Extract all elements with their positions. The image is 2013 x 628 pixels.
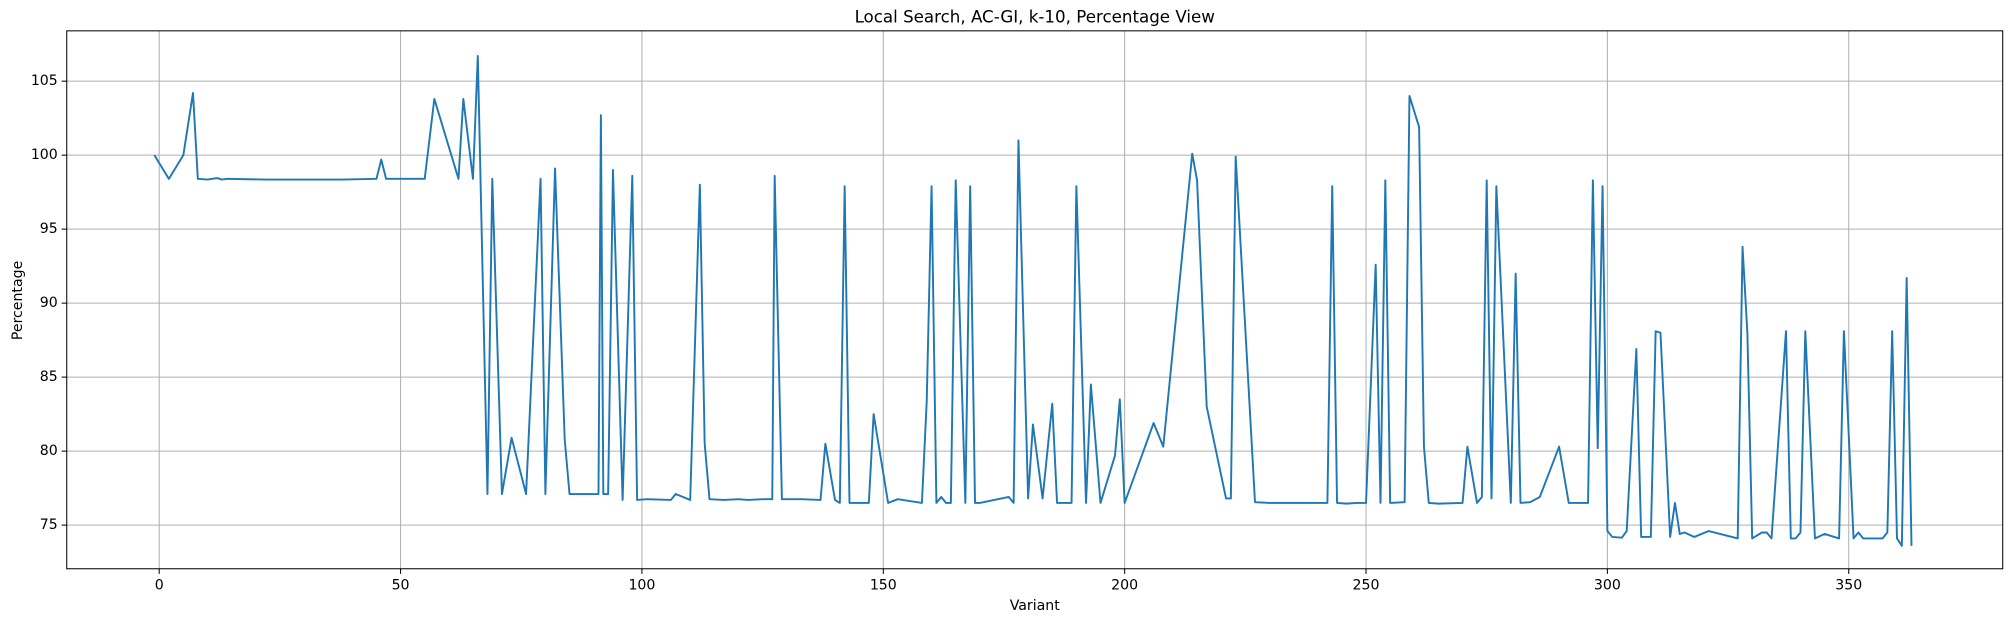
x-tick-label: 50 (392, 577, 410, 593)
plot-frame (66, 30, 2004, 570)
x-tick-label: 0 (155, 577, 164, 593)
x-tick-label: 100 (628, 577, 655, 593)
y-tick-label: 80 (40, 443, 58, 459)
y-tick-label: 85 (40, 369, 58, 385)
x-tick-label: 300 (1594, 577, 1621, 593)
x-tick-label: 200 (1111, 577, 1138, 593)
y-tick-label: 100 (31, 147, 58, 163)
y-axis-label: Percentage (10, 261, 26, 340)
data-line (153, 55, 1913, 547)
x-axis-label: Variant (1010, 598, 1061, 614)
y-tick-label: 105 (31, 73, 58, 89)
y-tick-label: 75 (40, 517, 58, 533)
y-tick-label: 95 (40, 221, 58, 237)
x-tick-label: 350 (1835, 577, 1862, 593)
y-tick-label: 90 (40, 295, 58, 311)
chart-title: Local Search, AC-GI, k-10, Percentage Vi… (855, 8, 1215, 27)
x-tick-label: 150 (870, 577, 897, 593)
x-tick-label: 250 (1353, 577, 1380, 593)
